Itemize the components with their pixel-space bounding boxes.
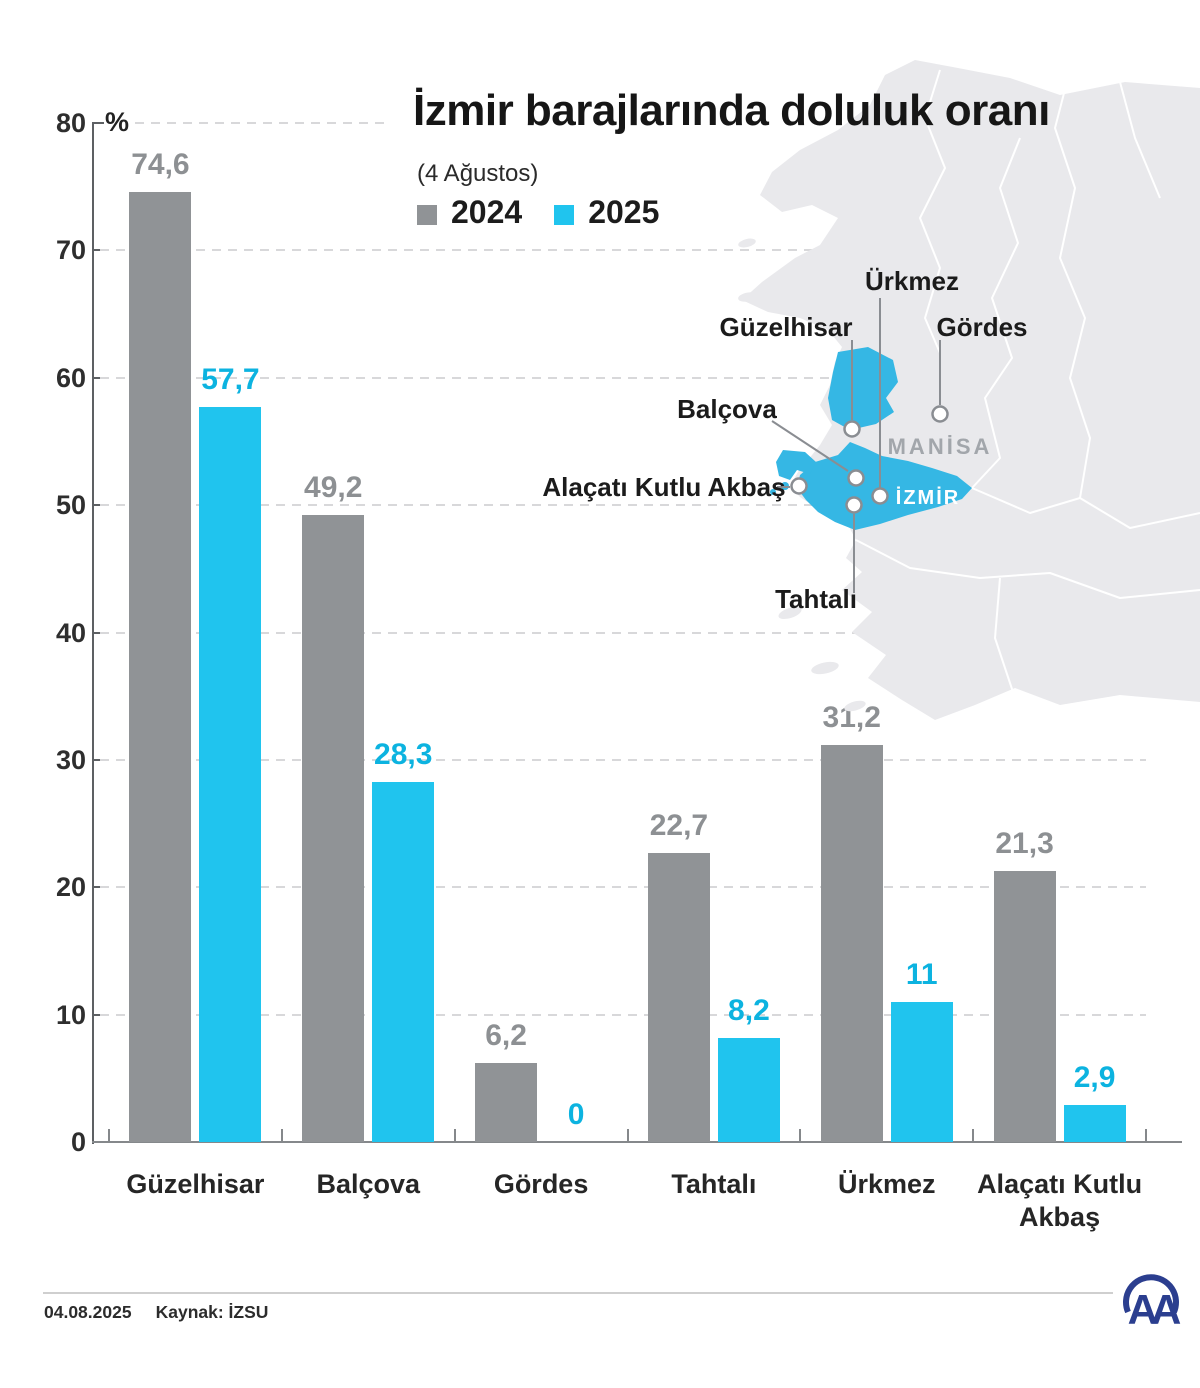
y-tick-label: 20 (55, 872, 86, 903)
bar-2025-0 (199, 407, 262, 1142)
y-tick (92, 1013, 104, 1016)
map-label-alacati: Alaçatı Kutlu Akbaş (542, 472, 785, 502)
y-tick-label: 60 (55, 362, 86, 393)
marker-alacati (790, 477, 808, 495)
map-islands (738, 238, 866, 712)
x-tick (1145, 1129, 1147, 1142)
bar-2025-1 (372, 781, 435, 1142)
y-tick-label: 0 (70, 1127, 86, 1157)
map-label-manisa: MANİSA (888, 434, 993, 459)
y-axis-unit: % (105, 107, 130, 137)
category-label-1: Balçova (316, 1169, 421, 1199)
bar-value-label-2025-2: 0 (567, 1098, 585, 1131)
map-label-tahtali: Tahtalı (775, 584, 857, 614)
bar-2024-2 (475, 1063, 538, 1142)
marker-balcova (847, 469, 865, 487)
map-label-guzelhisar: Güzelhisar (720, 312, 853, 342)
x-tick (972, 1129, 975, 1142)
aa-logo-arc (1123, 1274, 1179, 1314)
bar-value-label-2024-2: 6,2 (485, 1019, 527, 1053)
legend-label-2025: 2025 (588, 194, 660, 230)
y-tick-label: 30 (55, 744, 86, 775)
aa-logo: AA (1123, 1274, 1185, 1332)
x-tick (626, 1129, 629, 1142)
x-tick (108, 1129, 110, 1142)
legend-swatch-2024 (417, 204, 437, 225)
category-label-4: Ürkmez (837, 1169, 936, 1199)
chart-legend: 2024 2025 (417, 194, 677, 231)
marker-tahtali (845, 496, 863, 514)
map-dam-markers (790, 405, 949, 514)
bar-2024-4 (820, 744, 883, 1142)
bar-value-label-2025-4: 11 (905, 957, 938, 991)
legend-label-2024: 2024 (451, 194, 523, 230)
footer-date: 04.08.2025 (44, 1302, 132, 1322)
category-label-0: Güzelhisar (126, 1169, 265, 1199)
gridline (135, 122, 391, 124)
footer: 04.08.2025 Kaynak: İZSU (44, 1302, 268, 1323)
map-label-balcova: Balçova (677, 394, 777, 424)
gridline (100, 1013, 1146, 1016)
y-tick-label: 50 (55, 490, 86, 521)
bar-value-label-2024-0: 74,6 (131, 147, 190, 181)
legend-swatch-2025 (554, 204, 575, 225)
bar-2025-5 (1063, 1105, 1126, 1142)
x-tick (280, 1129, 283, 1142)
y-tick-label: 70 (55, 235, 86, 266)
y-tick (92, 758, 104, 761)
x-tick (799, 1129, 802, 1142)
bar-value-label-2024-5: 21,3 (995, 826, 1054, 860)
y-axis-line (92, 123, 94, 1144)
map-label-izmir: İZMİR (896, 486, 960, 509)
bar-2024-1 (302, 515, 365, 1142)
y-tick (92, 504, 104, 507)
category-label-5: Alaçatı Kutlu Akbaş (977, 1169, 1143, 1232)
y-tick (92, 122, 104, 124)
marker-guzelhisar (843, 420, 861, 438)
category-label-3: Tahtalı (671, 1169, 757, 1199)
y-tick-label: 80 (55, 108, 86, 138)
y-tick-label: 40 (55, 617, 86, 648)
x-tick (453, 1129, 456, 1142)
gridline (100, 504, 1146, 507)
gridline (100, 376, 1146, 379)
y-tick (92, 631, 104, 634)
y-tick (92, 886, 104, 889)
bar-value-label-2025-0: 57,7 (201, 363, 260, 397)
page-title: İzmir barajlarında doluluk oranı (413, 86, 1050, 135)
gridline (100, 249, 1146, 252)
gridline (100, 758, 1146, 761)
x-axis-line (92, 1141, 1182, 1143)
map-connector-lines (771, 298, 941, 593)
footer-divider (43, 1292, 1113, 1294)
y-tick-label: 10 (55, 999, 86, 1030)
bar-2025-3 (717, 1037, 780, 1142)
chart-subtitle: (4 Ağustos) (417, 160, 539, 187)
bar-value-label-2025-5: 2,9 (1073, 1061, 1116, 1095)
izmir-region-map: MANİSA İZMİR Ürkmez Güzelhisar Gördes Ba… (542, 60, 1200, 720)
bar-value-label-2025-1: 28,3 (374, 737, 433, 771)
map-province-borders (855, 69, 1200, 699)
y-tick (92, 376, 104, 379)
footer-source: Kaynak: İZSU (155, 1302, 269, 1322)
bar-value-label-2024-1: 49,2 (304, 471, 363, 505)
gridline (100, 886, 1146, 889)
category-label-2: Gördes (493, 1169, 589, 1199)
bar-2024-0 (129, 191, 192, 1142)
bar-value-label-2025-3: 8,2 (728, 993, 770, 1027)
y-tick (92, 249, 104, 252)
map-label-urkmez: Ürkmez (865, 266, 959, 296)
bar-2024-5 (993, 870, 1056, 1142)
gridline (100, 631, 1146, 634)
map-label-gordes: Gördes (936, 312, 1027, 342)
bar-2024-3 (647, 852, 710, 1142)
bar-value-label-2024-3: 22,7 (649, 808, 709, 842)
marker-urkmez (871, 487, 889, 505)
marker-gordes (931, 405, 949, 423)
map-landmass (742, 60, 1200, 720)
aa-logo-text: AA (1128, 1286, 1181, 1332)
bar-2025-4 (890, 1001, 953, 1142)
